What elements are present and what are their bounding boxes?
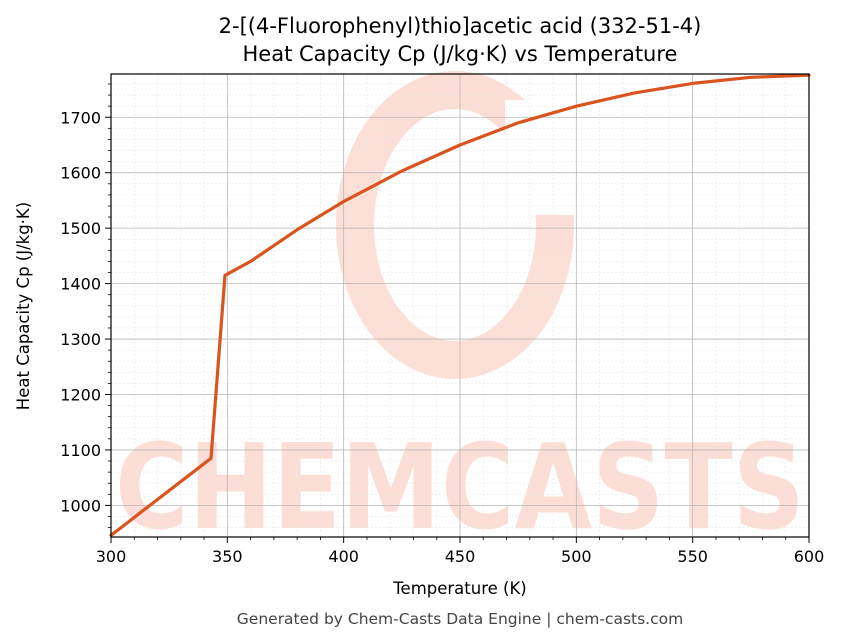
chart-title-line1: 2-[(4-Fluorophenyl)thio]acetic acid (332… [219,14,702,38]
y-tick-label: 1000 [60,496,101,515]
series-layer [109,73,811,537]
y-tick-label: 1200 [60,385,101,404]
y-tick-label: 1300 [60,330,101,349]
y-tick-label: 1600 [60,164,101,183]
watermark-ring-gap [505,100,595,215]
footer-credit: Generated by Chem-Casts Data Engine | ch… [237,610,683,628]
series-line [109,73,811,537]
x-tick-label: 500 [561,547,592,566]
y-axis-label: Heat Capacity Cp (J/kg·K) [14,202,33,410]
x-tick-label: 300 [96,547,127,566]
y-tick-label: 1500 [60,219,101,238]
watermark-ring [336,71,574,379]
y-tick-label: 1400 [60,275,101,294]
axis-ticks [105,83,810,543]
x-axis-label: Temperature (K) [392,579,526,598]
x-tick-label: 550 [677,547,708,566]
major-gridlines [110,74,810,537]
y-tick-label: 1700 [60,108,101,127]
x-tick-label: 600 [794,547,825,566]
x-tick-label: 400 [328,547,359,566]
x-tick-label: 350 [212,547,243,566]
chart-title-line2: Heat Capacity Cp (J/kg·K) vs Temperature [243,42,678,66]
x-tick-label: 450 [445,547,476,566]
y-tick-label: 1100 [60,441,101,460]
tick-labels: 300 350 400 450 500 550 600 1000 1100 1200 1300 140… [60,108,824,566]
